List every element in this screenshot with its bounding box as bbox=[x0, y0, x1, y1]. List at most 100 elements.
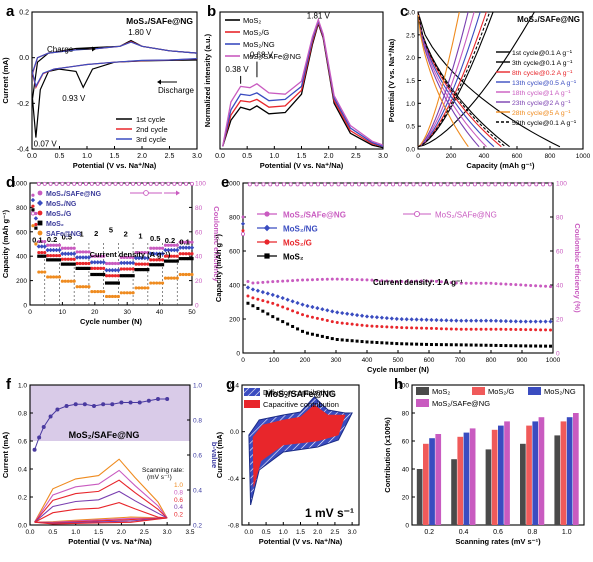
cycle-point bbox=[296, 311, 300, 315]
peak-label-1-81: 1.81 V bbox=[307, 12, 331, 21]
panel-g-ytick-label: -0.8 bbox=[228, 523, 240, 530]
cycle-point bbox=[533, 319, 538, 324]
peak-label-0-07: 0.07 V bbox=[34, 140, 58, 149]
ce-point bbox=[472, 182, 477, 187]
rate-point bbox=[34, 242, 38, 246]
cycle-point bbox=[434, 317, 439, 323]
ce-point bbox=[154, 181, 159, 186]
bar-0.8-3 bbox=[538, 417, 545, 525]
panel-d-xtick-label: 0 bbox=[28, 309, 32, 316]
rate-point bbox=[110, 294, 115, 299]
cycle-point bbox=[335, 321, 339, 325]
cycle-point bbox=[489, 281, 493, 285]
panel-e-ytick-label: 600 bbox=[229, 249, 240, 256]
ce-point bbox=[254, 182, 259, 187]
rate-point bbox=[131, 267, 135, 271]
panel-d-ytick-label: 0 bbox=[23, 303, 27, 310]
rate-point bbox=[146, 262, 150, 266]
cycle-point bbox=[534, 284, 538, 288]
legend-label: 1st cycle@0.1 A g⁻¹ bbox=[512, 50, 573, 57]
legend-label: MoS₂/G bbox=[46, 211, 72, 218]
cycle-point bbox=[266, 300, 270, 304]
legend-label: MoS₂/NG bbox=[46, 201, 77, 208]
rate-point bbox=[78, 261, 82, 266]
b-value-point bbox=[37, 435, 42, 440]
cycle-point bbox=[429, 317, 434, 323]
cycle-point bbox=[246, 301, 250, 305]
rate-point bbox=[178, 240, 182, 244]
rate-label: 5 bbox=[109, 226, 113, 235]
cycle-point bbox=[449, 327, 453, 331]
rate-point bbox=[158, 258, 162, 262]
cycle-point bbox=[325, 318, 329, 322]
cycle-point bbox=[261, 309, 265, 313]
intensity-curve bbox=[222, 20, 384, 148]
cycle-point bbox=[320, 334, 324, 338]
cycle-point bbox=[315, 333, 319, 337]
ce-point bbox=[356, 182, 361, 187]
rate-point bbox=[87, 250, 91, 254]
cycle-point bbox=[509, 282, 513, 286]
cycle-point bbox=[310, 332, 314, 336]
rate-point bbox=[87, 261, 91, 266]
rate-point bbox=[166, 254, 171, 258]
rate-point bbox=[60, 251, 65, 256]
cycle-point bbox=[375, 340, 379, 344]
cycle-point bbox=[405, 326, 409, 330]
cycle-point bbox=[301, 313, 305, 317]
profile-curve bbox=[417, 11, 506, 148]
rate-point bbox=[43, 254, 47, 258]
cycle-point bbox=[364, 314, 370, 319]
rate-point bbox=[119, 267, 123, 271]
panel-e-xlabel: Cycle number (N) bbox=[367, 365, 430, 374]
rate-point bbox=[49, 258, 53, 262]
rate-point bbox=[69, 257, 73, 261]
panel-f-xtick-label: 2.0 bbox=[117, 529, 126, 536]
rate-point bbox=[186, 245, 192, 250]
cycle-point bbox=[529, 328, 533, 332]
rate-point bbox=[136, 255, 142, 261]
cycle-point bbox=[519, 328, 523, 332]
legend-swatch bbox=[528, 387, 541, 395]
category-label: 0.4 bbox=[459, 529, 469, 536]
rate-point bbox=[30, 197, 36, 203]
rate-point bbox=[113, 268, 118, 273]
panel-a-xtick-label: 3.0 bbox=[192, 153, 202, 160]
cycle-point bbox=[399, 317, 404, 322]
profile-curve bbox=[417, 11, 480, 148]
cycle-point bbox=[454, 343, 458, 347]
cycle-point bbox=[370, 340, 374, 344]
cycle-point bbox=[449, 318, 454, 323]
legend-label: MoS₂/SAFe@NG bbox=[283, 211, 346, 220]
cycle-point bbox=[415, 326, 419, 330]
cycle-point bbox=[370, 324, 374, 328]
b-value-point bbox=[110, 402, 115, 407]
cycle-point bbox=[494, 327, 498, 331]
ce-point bbox=[83, 181, 88, 186]
rate-point bbox=[90, 289, 94, 294]
rate-point bbox=[142, 255, 148, 261]
rate-point bbox=[181, 257, 185, 261]
discharge-label: Discharge bbox=[158, 86, 195, 95]
ce-point bbox=[377, 182, 382, 187]
panel-f-y2tick-label: 0.4 bbox=[193, 488, 202, 495]
ce-point bbox=[459, 182, 464, 187]
cycle-point bbox=[420, 279, 424, 283]
rate-point bbox=[149, 281, 153, 285]
rate-point bbox=[175, 247, 180, 253]
cycle-point bbox=[420, 342, 424, 346]
rate-point bbox=[89, 260, 95, 265]
rate-point bbox=[134, 286, 138, 290]
panel-d-ytick-label: 600 bbox=[16, 229, 27, 236]
cycle-point bbox=[320, 307, 325, 312]
rate-point bbox=[54, 253, 59, 258]
rate-point bbox=[43, 250, 47, 255]
profile-curve bbox=[417, 11, 487, 148]
cycle-point bbox=[375, 324, 379, 328]
ce-point bbox=[288, 182, 293, 187]
cycle-point bbox=[429, 343, 433, 347]
scan-curve bbox=[34, 479, 168, 523]
rate-point bbox=[119, 274, 123, 278]
panel-f-ytick-label: 0.8 bbox=[18, 411, 27, 418]
cycle-point bbox=[246, 294, 250, 298]
